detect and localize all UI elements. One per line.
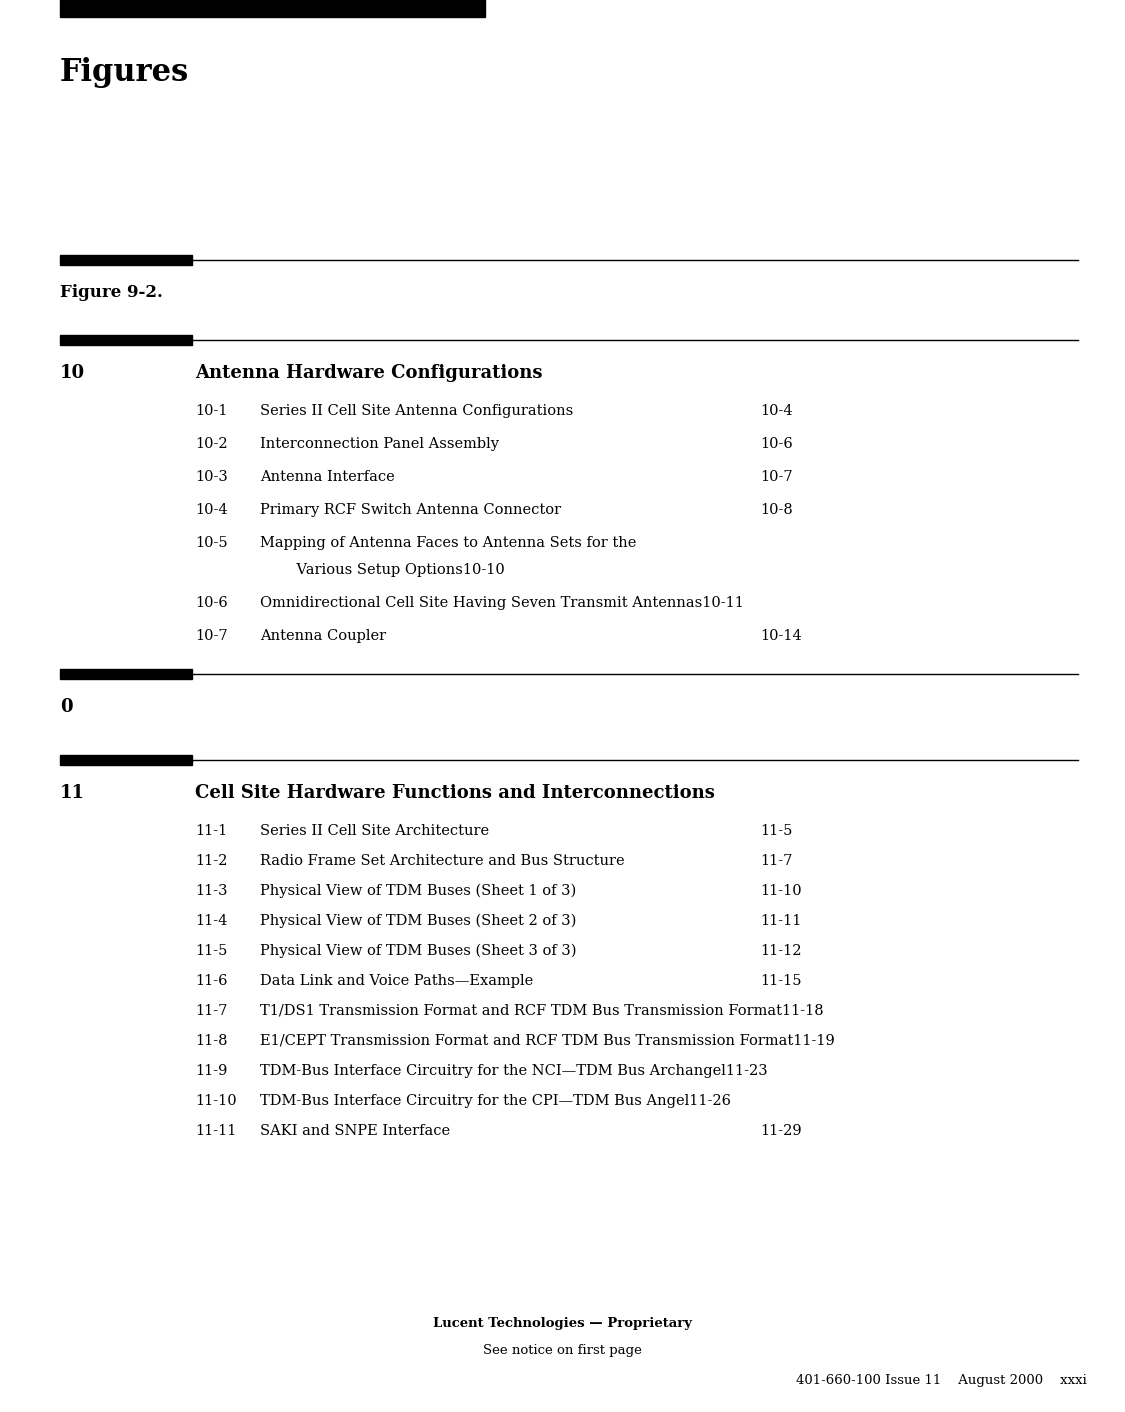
Text: 11-2: 11-2 (195, 854, 227, 868)
Text: Mapping of Antenna Faces to Antenna Sets for the: Mapping of Antenna Faces to Antenna Sets… (260, 537, 637, 551)
Text: 11-7: 11-7 (195, 1004, 227, 1018)
Bar (60, 669, 192, 679)
Text: Antenna Coupler: Antenna Coupler (260, 628, 386, 642)
Text: 11-6: 11-6 (195, 974, 227, 988)
Text: 10-1: 10-1 (195, 404, 227, 418)
Text: 10-5: 10-5 (195, 537, 227, 551)
Text: 11-11: 11-11 (760, 914, 801, 928)
Text: Primary RCF Switch Antenna Connector: Primary RCF Switch Antenna Connector (260, 503, 561, 517)
Text: 10-4: 10-4 (195, 503, 227, 517)
Text: Lucent Technologies — Proprietary: Lucent Technologies — Proprietary (433, 1317, 692, 1330)
Text: 10-14: 10-14 (760, 628, 802, 642)
Text: TDM-Bus Interface Circuitry for the NCI—TDM Bus Archangel11-23: TDM-Bus Interface Circuitry for the NCI—… (260, 1065, 767, 1077)
Bar (60, 0, 485, 17)
Text: 11-8: 11-8 (195, 1034, 227, 1048)
Text: 10-3: 10-3 (195, 470, 227, 484)
Text: Figure 9-2.: Figure 9-2. (60, 284, 163, 301)
Text: 11-7: 11-7 (760, 854, 792, 868)
Text: TDM-Bus Interface Circuitry for the CPI—TDM Bus Angel11-26: TDM-Bus Interface Circuitry for the CPI—… (260, 1094, 731, 1108)
Text: 11-15: 11-15 (760, 974, 801, 988)
Text: Physical View of TDM Buses (Sheet 1 of 3): Physical View of TDM Buses (Sheet 1 of 3… (260, 884, 576, 898)
Text: Antenna Hardware Configurations: Antenna Hardware Configurations (195, 364, 542, 383)
Text: Antenna Interface: Antenna Interface (260, 470, 395, 484)
Text: Series II Cell Site Architecture: Series II Cell Site Architecture (260, 825, 489, 837)
Text: 10-8: 10-8 (760, 503, 793, 517)
Text: 10-7: 10-7 (195, 628, 227, 642)
Text: 11-3: 11-3 (195, 884, 227, 898)
Text: Series II Cell Site Antenna Configurations: Series II Cell Site Antenna Configuratio… (260, 404, 574, 418)
Text: 10-6: 10-6 (195, 596, 227, 610)
Text: 11-5: 11-5 (195, 945, 227, 957)
Text: See notice on first page: See notice on first page (483, 1344, 642, 1357)
Text: T1/DS1 Transmission Format and RCF TDM Bus Transmission Format11-18: T1/DS1 Transmission Format and RCF TDM B… (260, 1004, 824, 1018)
Text: 11-10: 11-10 (760, 884, 802, 898)
Text: 11-5: 11-5 (760, 825, 792, 837)
Bar (60, 755, 192, 765)
Bar (60, 335, 192, 345)
Text: Cell Site Hardware Functions and Interconnections: Cell Site Hardware Functions and Interco… (195, 784, 714, 802)
Text: Various Setup Options10-10: Various Setup Options10-10 (278, 563, 505, 578)
Bar (60, 256, 192, 265)
Text: Physical View of TDM Buses (Sheet 2 of 3): Physical View of TDM Buses (Sheet 2 of 3… (260, 914, 576, 929)
Text: Omnidirectional Cell Site Having Seven Transmit Antennas10-11: Omnidirectional Cell Site Having Seven T… (260, 596, 744, 610)
Text: SAKI and SNPE Interface: SAKI and SNPE Interface (260, 1124, 450, 1138)
Text: 11-10: 11-10 (195, 1094, 236, 1108)
Text: 11-1: 11-1 (195, 825, 227, 837)
Text: 10-7: 10-7 (760, 470, 793, 484)
Text: 401-660-100 Issue 11    August 2000    xxxi: 401-660-100 Issue 11 August 2000 xxxi (796, 1374, 1087, 1387)
Text: E1/CEPT Transmission Format and RCF TDM Bus Transmission Format11-19: E1/CEPT Transmission Format and RCF TDM … (260, 1034, 835, 1048)
Text: Figures: Figures (60, 56, 189, 88)
Text: 11: 11 (60, 784, 86, 802)
Text: 10-4: 10-4 (760, 404, 793, 418)
Text: 10-2: 10-2 (195, 436, 227, 450)
Text: Interconnection Panel Assembly: Interconnection Panel Assembly (260, 436, 500, 450)
Text: Radio Frame Set Architecture and Bus Structure: Radio Frame Set Architecture and Bus Str… (260, 854, 624, 868)
Text: Data Link and Voice Paths—Example: Data Link and Voice Paths—Example (260, 974, 533, 988)
Text: 11-9: 11-9 (195, 1065, 227, 1077)
Text: 11-12: 11-12 (760, 945, 801, 957)
Text: 11-29: 11-29 (760, 1124, 802, 1138)
Text: 11-11: 11-11 (195, 1124, 236, 1138)
Text: 0: 0 (60, 698, 73, 716)
Text: 10: 10 (60, 364, 86, 383)
Text: 10-6: 10-6 (760, 436, 793, 450)
Text: Physical View of TDM Buses (Sheet 3 of 3): Physical View of TDM Buses (Sheet 3 of 3… (260, 945, 576, 959)
Text: 11-4: 11-4 (195, 914, 227, 928)
